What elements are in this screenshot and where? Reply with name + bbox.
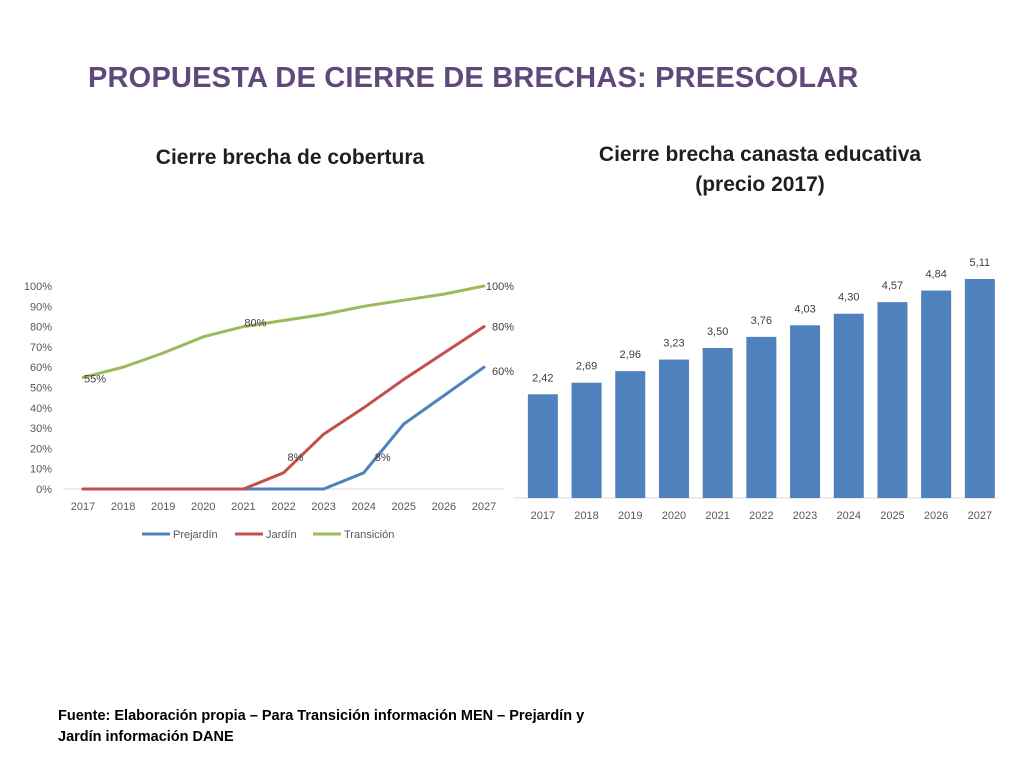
legend-label: Prejardín — [173, 529, 218, 541]
bar-value-label: 2,69 — [576, 361, 597, 373]
bar — [746, 336, 777, 498]
data-label: 100% — [486, 281, 514, 293]
x-tick-label: 2022 — [271, 501, 295, 513]
data-label: 80% — [244, 318, 266, 330]
data-label: 8% — [288, 452, 304, 464]
x-tick-label: 2018 — [574, 510, 598, 522]
bar — [527, 394, 558, 498]
bar-value-label: 4,57 — [882, 280, 903, 292]
series-line-Jardín — [81, 325, 486, 491]
bar — [658, 359, 689, 498]
bar-value-label: 2,42 — [532, 372, 553, 384]
x-tick-label: 2019 — [151, 501, 175, 513]
x-tick-label: 2024 — [837, 510, 861, 522]
coverage-line-chart: 0% 10% 20% 30% 40% 50% 60% 70% 80% 90% 100% 2017 201… — [24, 281, 514, 541]
y-tick-label: 100% — [24, 281, 52, 293]
x-tick-label: 2022 — [749, 510, 773, 522]
y-tick-label: 90% — [30, 301, 52, 313]
y-tick-label: 80% — [30, 322, 52, 334]
bar-chart-title-line2: (precio 2017) — [695, 173, 825, 196]
x-tick-label: 2025 — [880, 510, 904, 522]
y-tick-label: 60% — [30, 362, 52, 374]
x-tick-label: 2021 — [231, 501, 255, 513]
x-tick-label: 2019 — [618, 510, 642, 522]
data-label: 60% — [492, 366, 514, 378]
bar — [877, 302, 908, 498]
data-label: 80% — [492, 322, 514, 334]
x-tick-label: 2018 — [111, 501, 135, 513]
bar-value-label: 3,50 — [707, 326, 728, 338]
bar-value-label: 3,23 — [663, 338, 684, 350]
x-tick-label: 2021 — [705, 510, 729, 522]
y-tick-label: 10% — [30, 464, 52, 476]
bar-value-label: 4,30 — [838, 292, 859, 304]
bar-chart-title-line1: Cierre brecha canasta educativa — [598, 143, 922, 166]
y-tick-label: 70% — [30, 342, 52, 354]
y-tick-label: 40% — [30, 403, 52, 415]
data-label: 55% — [84, 373, 106, 385]
line-chart-title: Cierre brecha de cobertura — [155, 146, 425, 169]
basket-bar-chart: 2,42 2017 2,69 2018 2,96 2019 3,23 2020 3,50 2021… — [514, 257, 998, 522]
x-tick-label: 2024 — [351, 501, 375, 513]
bar — [702, 348, 733, 498]
y-tick-label: 20% — [30, 443, 52, 455]
legend-label: Transición — [344, 529, 394, 541]
x-tick-label: 2026 — [924, 510, 948, 522]
x-tick-label: 2023 — [793, 510, 817, 522]
series-line-Transición — [81, 284, 486, 379]
bar-value-label: 4,84 — [925, 269, 946, 281]
bar — [921, 290, 952, 498]
x-tick-label: 2017 — [531, 510, 555, 522]
y-tick-label: 50% — [30, 383, 52, 395]
x-tick-label: 2025 — [392, 501, 416, 513]
x-tick-label: 2027 — [968, 510, 992, 522]
legend-label: Jardín — [266, 529, 297, 541]
bar — [615, 371, 646, 498]
y-tick-label: 0% — [36, 484, 52, 496]
page-title: PROPUESTA DE CIERRE DE BRECHAS: PREESCOL… — [88, 62, 859, 94]
bar — [964, 279, 995, 498]
x-tick-label: 2026 — [432, 501, 456, 513]
x-tick-label: 2020 — [191, 501, 215, 513]
bar-value-label: 4,03 — [794, 303, 815, 315]
bar — [790, 325, 821, 498]
x-tick-label: 2017 — [71, 501, 95, 513]
x-tick-label: 2020 — [662, 510, 686, 522]
x-tick-label: 2027 — [472, 501, 496, 513]
x-tick-label: 2023 — [311, 501, 335, 513]
bar-value-label: 2,96 — [620, 349, 641, 361]
bar — [571, 382, 602, 498]
source-note: Fuente: Elaboración propia – Para Transi… — [58, 708, 585, 745]
bar-value-label: 3,76 — [751, 315, 772, 327]
y-tick-label: 30% — [30, 423, 52, 435]
bar-value-label: 5,11 — [970, 257, 991, 269]
data-label: 8% — [375, 452, 391, 464]
bar — [833, 313, 864, 498]
bar-chart-title: Cierre brecha canasta educativa (precio … — [560, 140, 960, 200]
